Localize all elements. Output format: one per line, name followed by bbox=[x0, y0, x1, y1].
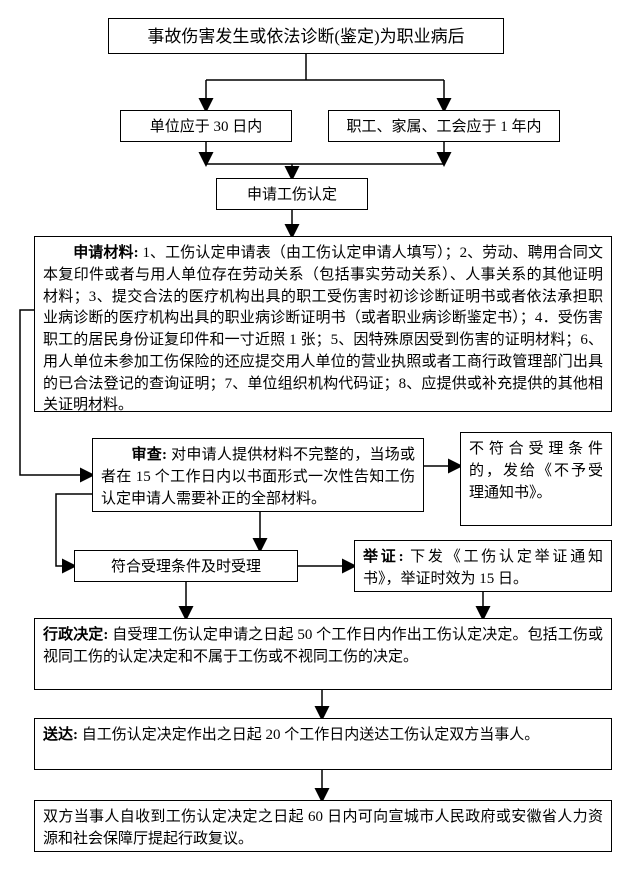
node-worker-1y: 职工、家属、工会应于 1 年内 bbox=[328, 110, 560, 142]
label: 举证: bbox=[363, 549, 404, 565]
node-appeal: 双方当事人自收到工伤认定决定之日起 60 日内可向宣城市人民政府或安徽省人力资源… bbox=[34, 800, 612, 852]
text: 事故伤害发生或依法诊断(鉴定)为职业病后 bbox=[147, 27, 464, 46]
label: 申请材料: bbox=[73, 245, 138, 261]
node-delivery: 送达: 自工伤认定决定作出之日起 20 个工作日内送达工伤认定双方当事人。 bbox=[34, 718, 612, 770]
text: 自工伤认定决定作出之日起 20 个工作日内送达工伤认定双方当事人。 bbox=[78, 727, 539, 743]
text: 申请工伤认定 bbox=[247, 187, 337, 203]
node-materials: 申请材料: 1、工伤认定申请表（由工伤认定申请人填写）；2、劳动、聘用合同文本复… bbox=[34, 236, 612, 412]
text: 职工、家属、工会应于 1 年内 bbox=[346, 119, 541, 135]
label: 行政决定: bbox=[43, 627, 108, 643]
label: 审查: bbox=[132, 447, 168, 463]
text: 1、工伤认定申请表（由工伤认定申请人填写）；2、劳动、聘用合同文本复印件或者与用… bbox=[43, 245, 603, 413]
node-reject-notice: 不符合受理条件的，发给《不予受理通知书》。 bbox=[460, 432, 612, 526]
label: 送达: bbox=[43, 727, 78, 743]
text: 自受理工伤认定申请之日起 50 个工作日内作出工伤认定决定。包括工伤或视同工伤的… bbox=[43, 627, 603, 665]
node-apply: 申请工伤认定 bbox=[216, 178, 368, 210]
node-accept: 符合受理条件及时受理 bbox=[74, 550, 298, 582]
text: 双方当事人自收到工伤认定决定之日起 60 日内可向宣城市人民政府或安徽省人力资源… bbox=[43, 809, 603, 847]
node-decision: 行政决定: 自受理工伤认定申请之日起 50 个工作日内作出工伤认定决定。包括工伤… bbox=[34, 618, 612, 690]
node-start: 事故伤害发生或依法诊断(鉴定)为职业病后 bbox=[108, 18, 504, 54]
node-evidence: 举证: 下发《工伤认定举证通知书》，举证时效为 15 日。 bbox=[354, 540, 612, 592]
node-employer-30d: 单位应于 30 日内 bbox=[120, 110, 292, 142]
text: 单位应于 30 日内 bbox=[150, 119, 263, 135]
text: 符合受理条件及时受理 bbox=[111, 559, 261, 575]
text: 不符合受理条件的，发给《不予受理通知书》。 bbox=[469, 441, 603, 501]
node-review: 审查: 对申请人提供材料不完整的，当场或者在 15 个工作日内以书面形式一次性告… bbox=[92, 438, 424, 512]
